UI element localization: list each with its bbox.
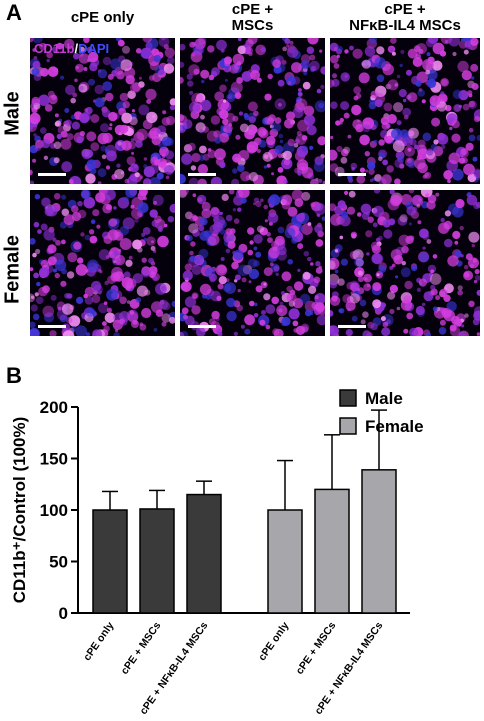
stain-nuclear-label: DAPI <box>78 41 110 56</box>
bar-chart: 0 50 100 150 200 CD11b⁺/Control (100%) cPE onl… <box>10 389 424 717</box>
panel-b-letter: B <box>6 363 22 388</box>
micrograph-male-cpe-mscs <box>180 38 325 184</box>
micrograph-female-cpe-mscs <box>180 190 325 336</box>
row-label-female: Female <box>1 235 24 304</box>
bar-female <box>314 488 350 614</box>
bar-female <box>361 469 397 614</box>
y-tick-label: 0 <box>59 604 68 623</box>
scale-bar <box>188 173 216 176</box>
legend-label-male: Male <box>365 389 403 408</box>
scale-bar <box>338 325 366 328</box>
stain-marker-label: CD11b <box>34 41 75 56</box>
y-tick-label: 50 <box>49 553 68 572</box>
row-label-male: Male <box>1 91 24 136</box>
scale-bar <box>338 173 366 176</box>
micrograph-male-cpe-only: CD11b/DAPI <box>30 38 175 184</box>
legend-label-female: Female <box>365 417 424 436</box>
x-tick-label: cPE only <box>256 620 291 663</box>
y-tick-label: 200 <box>40 398 68 417</box>
micrograph-female-cpe-nfkb-mscs <box>330 190 480 336</box>
micrograph-male-cpe-nfkb-mscs <box>330 38 480 184</box>
bar-male <box>186 493 222 614</box>
stain-legend: CD11b/DAPI <box>34 41 109 56</box>
x-tick-label: cPE + MSCs <box>119 620 164 677</box>
scale-bar <box>188 325 216 328</box>
bar-male <box>92 509 128 614</box>
stain-separator: / <box>74 41 79 56</box>
scale-bar <box>38 325 66 328</box>
x-tick-label: cPE + MSCs <box>294 620 339 677</box>
column-header-cpe-only: cPE only <box>70 9 135 26</box>
legend-swatch-female <box>339 417 357 435</box>
y-axis-label: CD11b⁺/Control (100%) <box>10 417 29 604</box>
legend-swatch-male <box>339 389 357 407</box>
x-tick-label: cPE only <box>81 620 116 663</box>
scale-bar <box>38 173 66 176</box>
bar-male <box>139 508 175 614</box>
bar-female <box>267 509 303 614</box>
column-header-cpe-nfkb-mscs: cPE + NFκB-IL4 MSCs <box>349 1 461 34</box>
y-tick-label: 100 <box>40 501 68 520</box>
column-header-cpe-mscs: cPE + MSCs <box>231 1 274 34</box>
panel-a-letter: A <box>6 0 22 25</box>
micrograph-female-cpe-only <box>30 190 175 336</box>
y-tick-label: 150 <box>40 450 68 469</box>
